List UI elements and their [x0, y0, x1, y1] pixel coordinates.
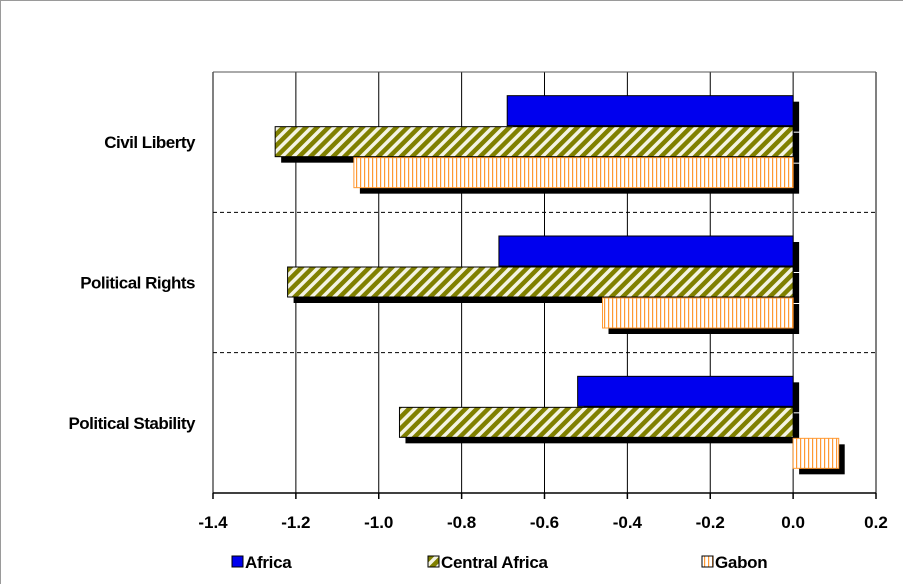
category-label: Political Stability	[68, 414, 196, 433]
bar-gabon-political-stability	[792, 437, 840, 469]
legend-swatch	[701, 555, 714, 568]
x-tick-label: -1.0	[364, 513, 393, 532]
legend: Africa Central Africa Gabon	[231, 553, 768, 572]
bar-africa-civil-liberty	[506, 95, 794, 127]
legend-swatch	[231, 555, 244, 568]
legend-swatch	[427, 555, 440, 568]
legend-item: Gabon	[701, 553, 768, 572]
x-tick-label: -1.2	[281, 513, 310, 532]
x-tick-label: -0.2	[696, 513, 725, 532]
category-label: Civil Liberty	[104, 133, 196, 152]
bar-central-africa-political-stability	[398, 406, 794, 438]
x-tick-label: -0.8	[447, 513, 476, 532]
legend-label: Africa	[245, 553, 292, 572]
legend-label: Central Africa	[441, 553, 548, 572]
x-tick-label: 0.2	[864, 513, 888, 532]
x-tick-label: -1.4	[198, 513, 228, 532]
category-label: Political Rights	[80, 274, 195, 293]
bar-gabon-civil-liberty	[353, 157, 794, 189]
axes: -1.4 -1.2 -1.0 -0.8 -0.6 -0.4 -0.2 0.0 0.2	[198, 492, 888, 532]
x-tick-label: -0.4	[613, 513, 643, 532]
bar-gabon-political-rights	[602, 297, 794, 329]
bars	[274, 95, 845, 475]
bar-africa-political-stability	[577, 375, 794, 407]
legend-label: Gabon	[715, 553, 767, 572]
bar-africa-political-rights	[498, 235, 794, 267]
bar-central-africa-civil-liberty	[274, 126, 794, 158]
legend-item: Africa	[231, 553, 293, 572]
labels: Civil Liberty Political Rights Political S…	[68, 133, 196, 433]
legend-item: Central Africa	[427, 553, 549, 572]
bar-central-africa-political-rights	[287, 266, 794, 298]
x-tick-label: -0.6	[530, 513, 559, 532]
x-tick-label: 0.0	[781, 513, 805, 532]
